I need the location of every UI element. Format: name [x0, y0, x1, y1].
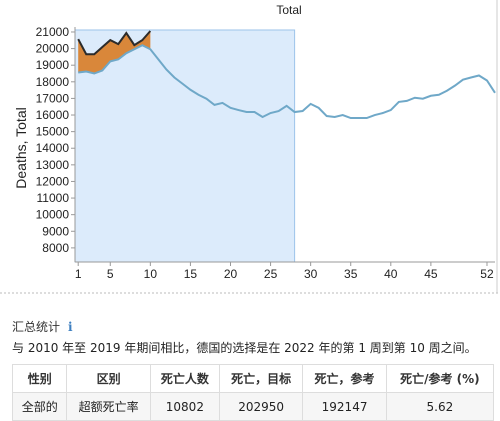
y-axis-label: Deaths, Total — [13, 107, 29, 188]
y-tick-label: 20000 — [36, 42, 70, 56]
table-cell: 5.62 — [385, 392, 495, 421]
summary-table: 性别 区别 死亡人数 死亡，目标 死亡，参考 死亡/参考 (%) 全部的 超额死亡率 10802… — [11, 364, 495, 421]
y-tick-label: 11000 — [37, 191, 70, 205]
info-icon[interactable]: i — [68, 319, 73, 334]
x-tick-label: 52 — [480, 267, 494, 281]
series-line — [78, 44, 496, 120]
table-row: 全部的 超额死亡率 10802 202950 192147 5.62 — [11, 392, 495, 421]
x-tick-label: 35 — [344, 267, 358, 281]
x-tick-label: 45 — [424, 267, 438, 281]
y-tick-label: 9000 — [42, 224, 69, 238]
y-tick-label: 10000 — [36, 208, 70, 222]
x-tick-label: 20 — [224, 267, 238, 281]
y-tick-label: 21000 — [36, 25, 70, 39]
y-tick-label: 17000 — [36, 91, 70, 105]
y-tick-label: 13000 — [36, 158, 70, 172]
y-tick-label: 12000 — [36, 174, 70, 188]
y-tick-label: 16000 — [36, 108, 70, 122]
x-tick-label: 10 — [144, 267, 158, 281]
table-header: 死亡，目标 — [218, 364, 304, 393]
excess-area — [78, 30, 151, 74]
table-cell: 202950 — [218, 392, 304, 421]
chart-title: Total — [276, 3, 301, 17]
y-tick-label: 19000 — [36, 58, 70, 72]
table-header: 死亡，参考 — [302, 364, 387, 393]
table-cell: 全部的 — [11, 392, 68, 421]
y-tick-label: 15000 — [36, 125, 70, 139]
table-header: 性别 — [11, 364, 68, 393]
summary: 汇总统计 i — [12, 318, 73, 335]
summary-heading: 汇总统计 — [12, 320, 61, 334]
y-tick-label: 14000 — [36, 141, 70, 155]
series-line — [77, 30, 152, 56]
x-tick-label: 15 — [184, 267, 198, 281]
table-cell: 10802 — [149, 392, 220, 421]
x-tick-label: 1 — [75, 267, 82, 281]
y-tick-label: 8000 — [42, 241, 69, 255]
summary-sentence: 与 2010 年至 2019 年期间相比，德国的选择是在 2022 年的第 1 … — [12, 341, 477, 355]
table-cell: 192147 — [302, 392, 387, 421]
x-tick-label: 40 — [384, 267, 398, 281]
chart: Total Deaths, Total 80009000100001100012… — [0, 0, 500, 294]
table-header: 死亡人数 — [149, 364, 220, 393]
x-tick-label: 30 — [304, 267, 318, 281]
highlight-region — [74, 29, 296, 263]
table-cell: 超额死亡率 — [66, 392, 151, 421]
x-tick-label: 25 — [264, 267, 278, 281]
x-tick-label: 5 — [107, 267, 114, 281]
y-tick-label: 18000 — [36, 75, 70, 89]
table-header: 区别 — [66, 364, 151, 393]
table-header: 死亡/参考 (%) — [385, 364, 495, 393]
